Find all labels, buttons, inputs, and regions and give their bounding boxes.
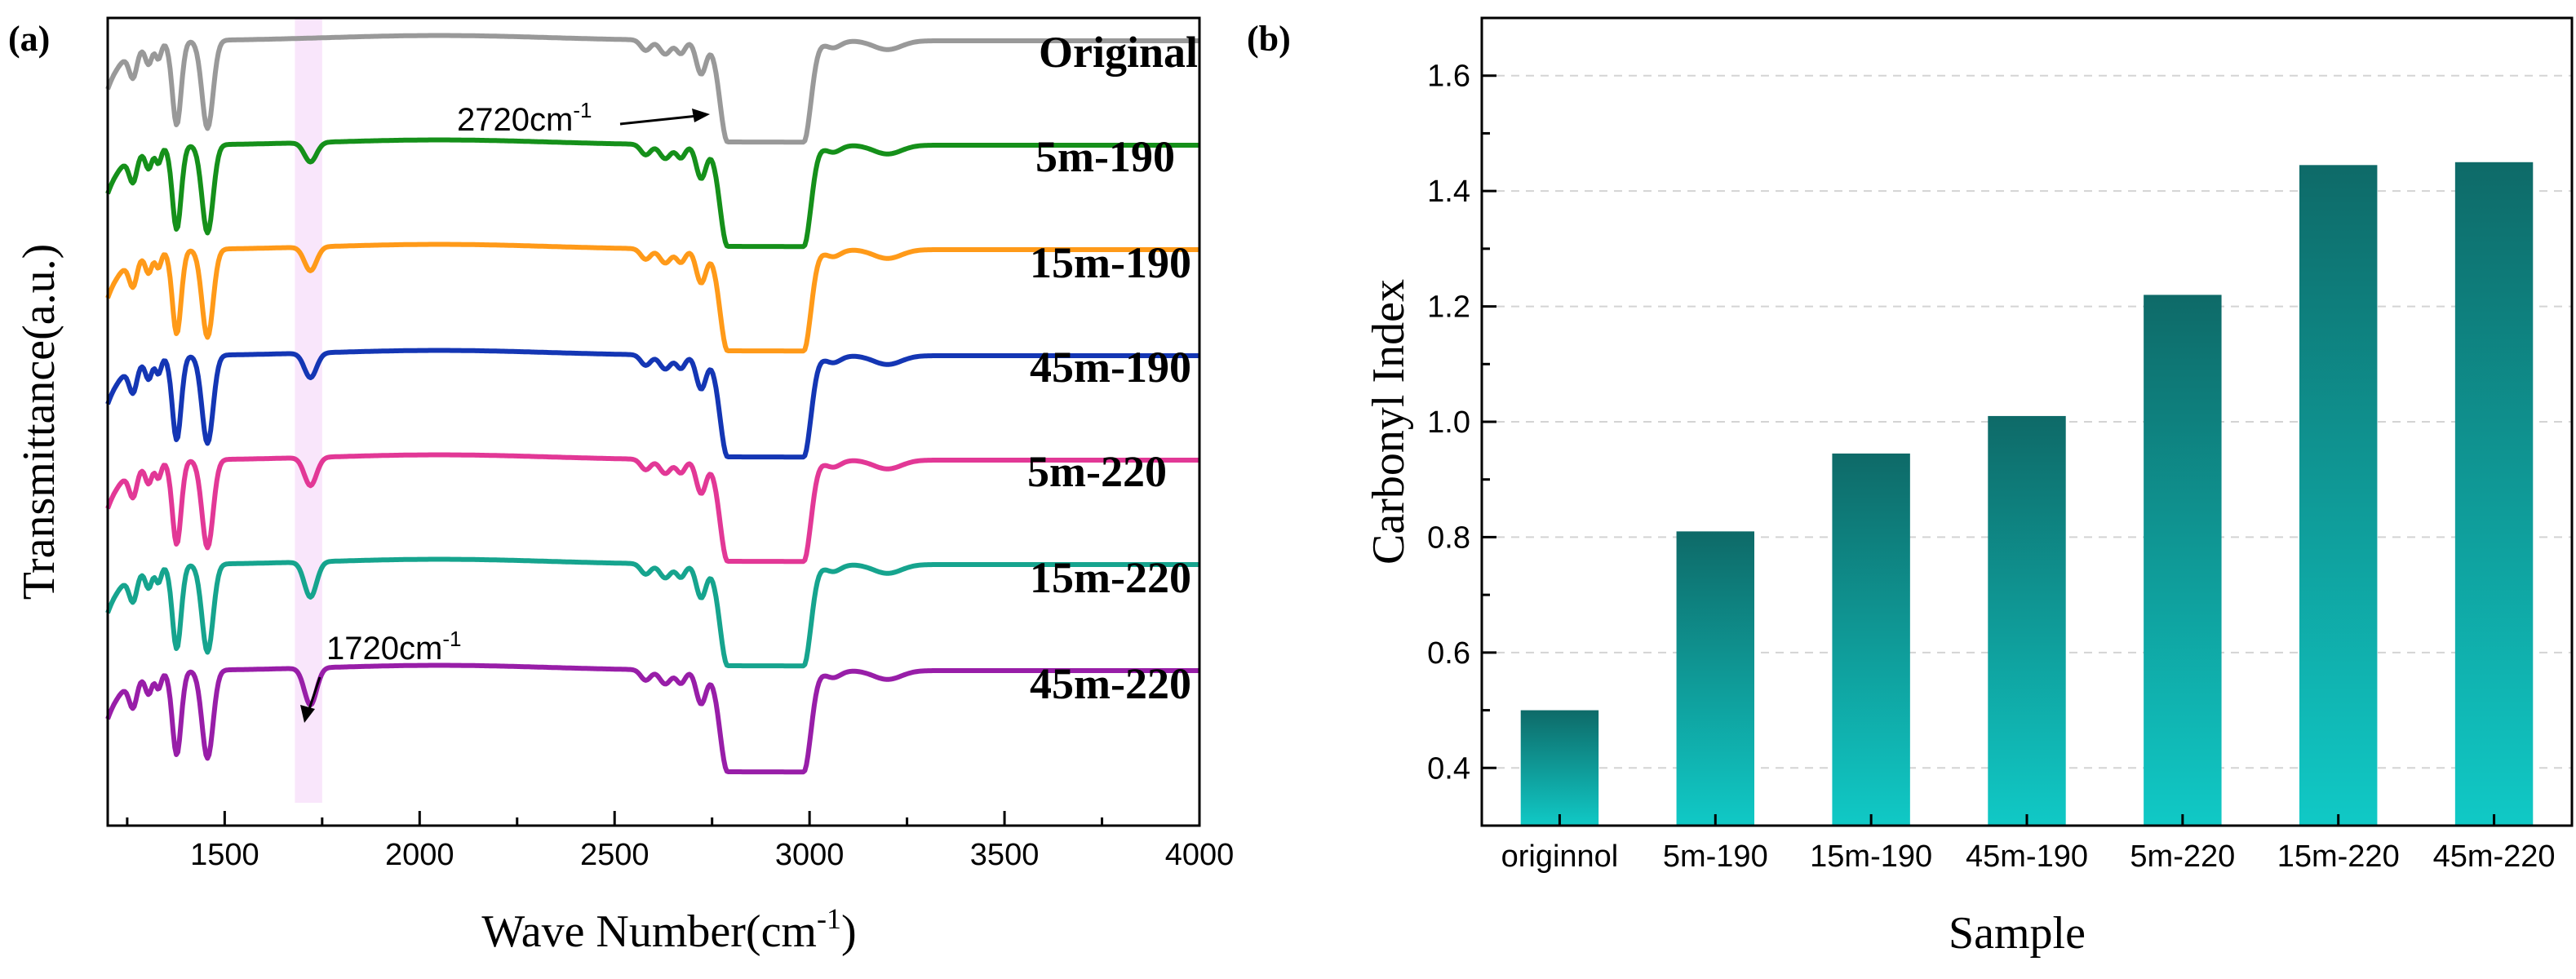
panel-a-x-tick-label: 3500 [970, 838, 1040, 872]
panel-a-x-tick-label: 2000 [385, 838, 454, 872]
spectrum-label-45m-220: 45m-220 [1030, 659, 1191, 708]
annotation-1720-arrowhead [300, 705, 315, 723]
spectrum-label-original: Original [1039, 28, 1198, 77]
bar-45m-190 [1988, 415, 2066, 826]
panel-b-y-tick-label: 1.0 [1427, 405, 1470, 440]
panel-b-y-tick-label: 1.2 [1427, 290, 1470, 325]
spectra-labels: Original 5m-190 15m-190 45m-190 5m-220 15m-22… [1027, 28, 1198, 708]
spectrum-line-45m-190 [105, 348, 1201, 460]
panel-a-x-tick-label: 4000 [1165, 838, 1235, 872]
panel-a: (a) Original 5m-190 15m-190 45m-190 5m-220 15… [8, 16, 1235, 957]
panel-b-x-tick-label: 15m-220 [2277, 839, 2400, 874]
carbonyl-bars [1520, 162, 2534, 826]
panel-b-y-tick-label: 0.6 [1427, 636, 1470, 671]
spectrum-line-5m-190 [105, 137, 1201, 250]
panel-b-y-tick-label: 1.4 [1427, 175, 1470, 209]
panel-a-x-tick-label: 3000 [775, 838, 845, 872]
spectrum-label-15m-190: 15m-190 [1030, 238, 1191, 287]
spectrum-line-15m-190 [105, 241, 1201, 354]
annotation-2720-text: 2720cm [457, 102, 573, 138]
annotation-1720-arrow [307, 676, 321, 712]
annotation-1720-text: 1720cm [326, 631, 442, 667]
panel-a-x-tick-label: 2500 [580, 838, 650, 872]
bar-45m-220 [2454, 162, 2534, 826]
spectrum-label-5m-190: 5m-190 [1035, 132, 1175, 181]
panel-a-label: (a) [8, 19, 50, 59]
panel-b-x-ticks: originnol 5m-190 15m-190 45m-190 5m-220 15m-2… [1501, 814, 2556, 874]
bar-15m-190 [1832, 453, 1910, 826]
bar-15m-220 [2299, 165, 2378, 826]
svg-text:1720cm-1: 1720cm-1 [326, 627, 461, 667]
panel-b-y-tick-label: 1.6 [1427, 60, 1470, 94]
annotation-2720-arrowhead [692, 109, 710, 122]
panel-b-x-tick-label: 5m-220 [2130, 839, 2235, 874]
spectrum-line-15m-220 [105, 556, 1201, 669]
panel-b-x-tick-label: originnol [1501, 839, 1619, 874]
svg-text:2720cm-1: 2720cm-1 [457, 98, 592, 138]
annotation-2720-sup: -1 [573, 98, 592, 122]
panel-a-y-axis-label: Transmittance(a.u.) [14, 244, 64, 600]
panel-b-x-axis-label: Sample [1949, 908, 2086, 959]
panel-b-y-tick-label: 0.4 [1427, 751, 1470, 786]
spectrum-line-original [105, 33, 1201, 145]
spectrum-line-45m-220 [105, 662, 1201, 775]
panel-a-plot-frame [106, 16, 1201, 827]
spectrum-label-15m-220: 15m-220 [1030, 553, 1191, 602]
panel-b-label: (b) [1247, 19, 1291, 59]
bar-5m-190 [1676, 531, 1754, 826]
panel-b: (b) 0.4 0.6 0.8 1.0 1.2 1.4 1.6 originnol 5m-19… [1247, 16, 2574, 959]
panel-b-y-tick-label: 0.8 [1427, 521, 1470, 555]
panel-b-x-tick-label: 5m-190 [1663, 839, 1768, 874]
panel-a-x-tick-label: 1500 [190, 838, 259, 872]
spectrum-line-5m-220 [105, 452, 1201, 565]
annotation-2720-arrow [619, 114, 698, 126]
panel-a-x-ticks: 1500 2000 2500 3000 3500 4000 [126, 811, 1235, 872]
spectra-curves [105, 33, 1201, 775]
annotation-1720: 1720cm-1 [300, 627, 461, 723]
bar-originnol [1520, 710, 1599, 826]
annotation-1720-sup: -1 [442, 627, 461, 651]
annotation-2720: 2720cm-1 [457, 98, 710, 138]
spectrum-label-5m-220: 5m-220 [1027, 447, 1167, 496]
spectrum-label-45m-190: 45m-190 [1030, 343, 1191, 392]
panel-a-x-axis-label: Wave Number(cm-1) [481, 902, 856, 957]
panel-b-x-tick-label: 45m-220 [2433, 839, 2556, 874]
panel-b-x-tick-label: 45m-190 [1966, 839, 2088, 874]
bar-5m-220 [2144, 295, 2222, 826]
panel-b-y-ticks: 0.4 0.6 0.8 1.0 1.2 1.4 1.6 [1427, 16, 1496, 786]
panel-b-y-axis-label: Carbonyl Index [1363, 279, 1414, 565]
panel-b-x-tick-label: 15m-190 [1810, 839, 1932, 874]
